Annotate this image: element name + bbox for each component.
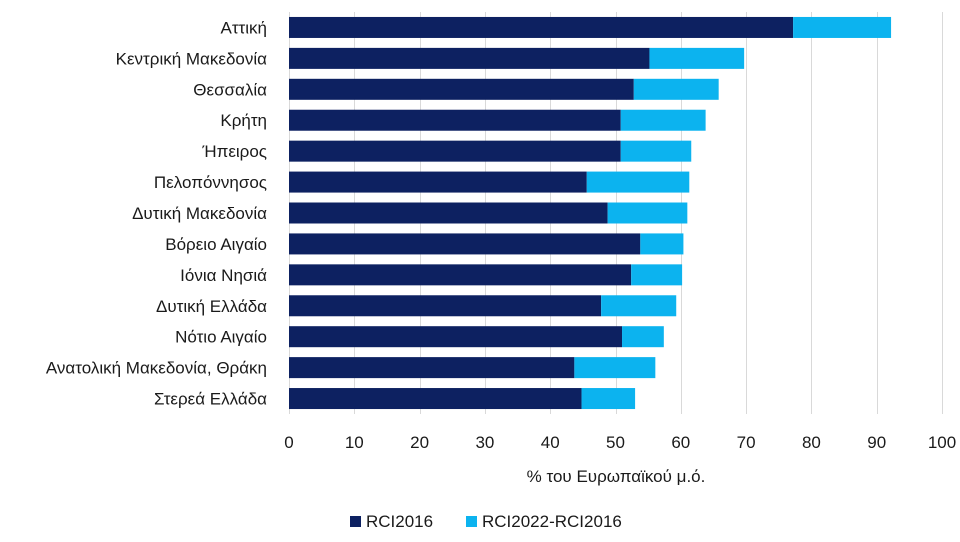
x-tick-label: 0 [284,433,293,452]
bar-rci2022-rci2016 [640,233,684,255]
bar-rci2016 [289,109,621,131]
bar-rci2016 [289,78,634,100]
bar-rci2022-rci2016 [581,388,636,410]
bar-rci2022-rci2016 [622,326,664,348]
legend: RCI2016 RCI2022-RCI2016 [350,512,622,531]
category-label: Στερεά Ελλάδα [154,390,267,409]
bar-rci2016 [289,140,621,162]
category-label: Ιόνια Νησιά [180,266,267,285]
bar-rci2016 [289,202,608,224]
x-tick-label: 100 [928,433,956,452]
x-tick-label: 10 [345,433,364,452]
x-tick-label: 80 [802,433,821,452]
bar-rci2022-rci2016 [631,264,683,286]
bar-rci2016 [289,264,632,286]
category-label: Πελοπόννησος [154,173,267,192]
bar-rci2022-rci2016 [620,140,692,162]
bar-rci2016 [289,326,623,348]
bar-rci2022-rci2016 [586,171,690,193]
legend-label: RCI2016 [366,512,433,531]
category-label: Δυτική Μακεδονία [132,204,267,223]
category-label: Βόρειο Αιγαίο [165,235,267,254]
x-tick-label: 20 [410,433,429,452]
category-labels: Αττική Κεντρική Μακεδονία Θεσσαλία Κρήτη Ήπε… [46,18,267,408]
category-label: Δυτική Ελλάδα [156,297,267,316]
bar-rci2022-rci2016 [649,47,745,69]
bar-rci2022-rci2016 [601,295,677,317]
bar-rci2016 [289,233,641,255]
x-tick-label: 50 [606,433,625,452]
bar-rci2022-rci2016 [574,357,656,379]
x-tick-label: 90 [867,433,886,452]
legend-label: RCI2022-RCI2016 [482,512,622,531]
legend-swatch [466,516,477,527]
category-label: Ανατολική Μακεδονία, Θράκη [46,359,267,378]
x-tick-label: 70 [737,433,756,452]
category-label: Θεσσαλία [193,80,267,99]
category-label: Κεντρική Μακεδονία [116,49,268,68]
bars [289,16,892,410]
category-label: Αττική [220,18,267,37]
bar-rci2016 [289,47,650,69]
x-tick-label: 60 [671,433,690,452]
bar-rci2016 [289,388,582,410]
legend-swatch [350,516,361,527]
category-label: Νότιο Αιγαίο [175,328,267,347]
bar-rci2022-rci2016 [620,109,706,131]
x-tick-labels: 0 10 20 30 40 50 60 70 80 90 100 [284,433,956,452]
bar-rci2022-rci2016 [607,202,688,224]
x-tick-label: 40 [541,433,560,452]
bar-rci2016 [289,171,587,193]
bar-rci2016 [289,16,794,38]
category-label: Κρήτη [220,111,267,130]
x-tick-label: 30 [475,433,494,452]
bar-rci2016 [289,357,575,379]
category-label: Ήπειρος [201,142,267,161]
bar-rci2022-rci2016 [633,78,719,100]
bar-rci2022-rci2016 [793,16,892,38]
bar-rci2016 [289,295,602,317]
x-axis-title: % του Ευρωπαϊκού μ.ό. [527,467,706,486]
